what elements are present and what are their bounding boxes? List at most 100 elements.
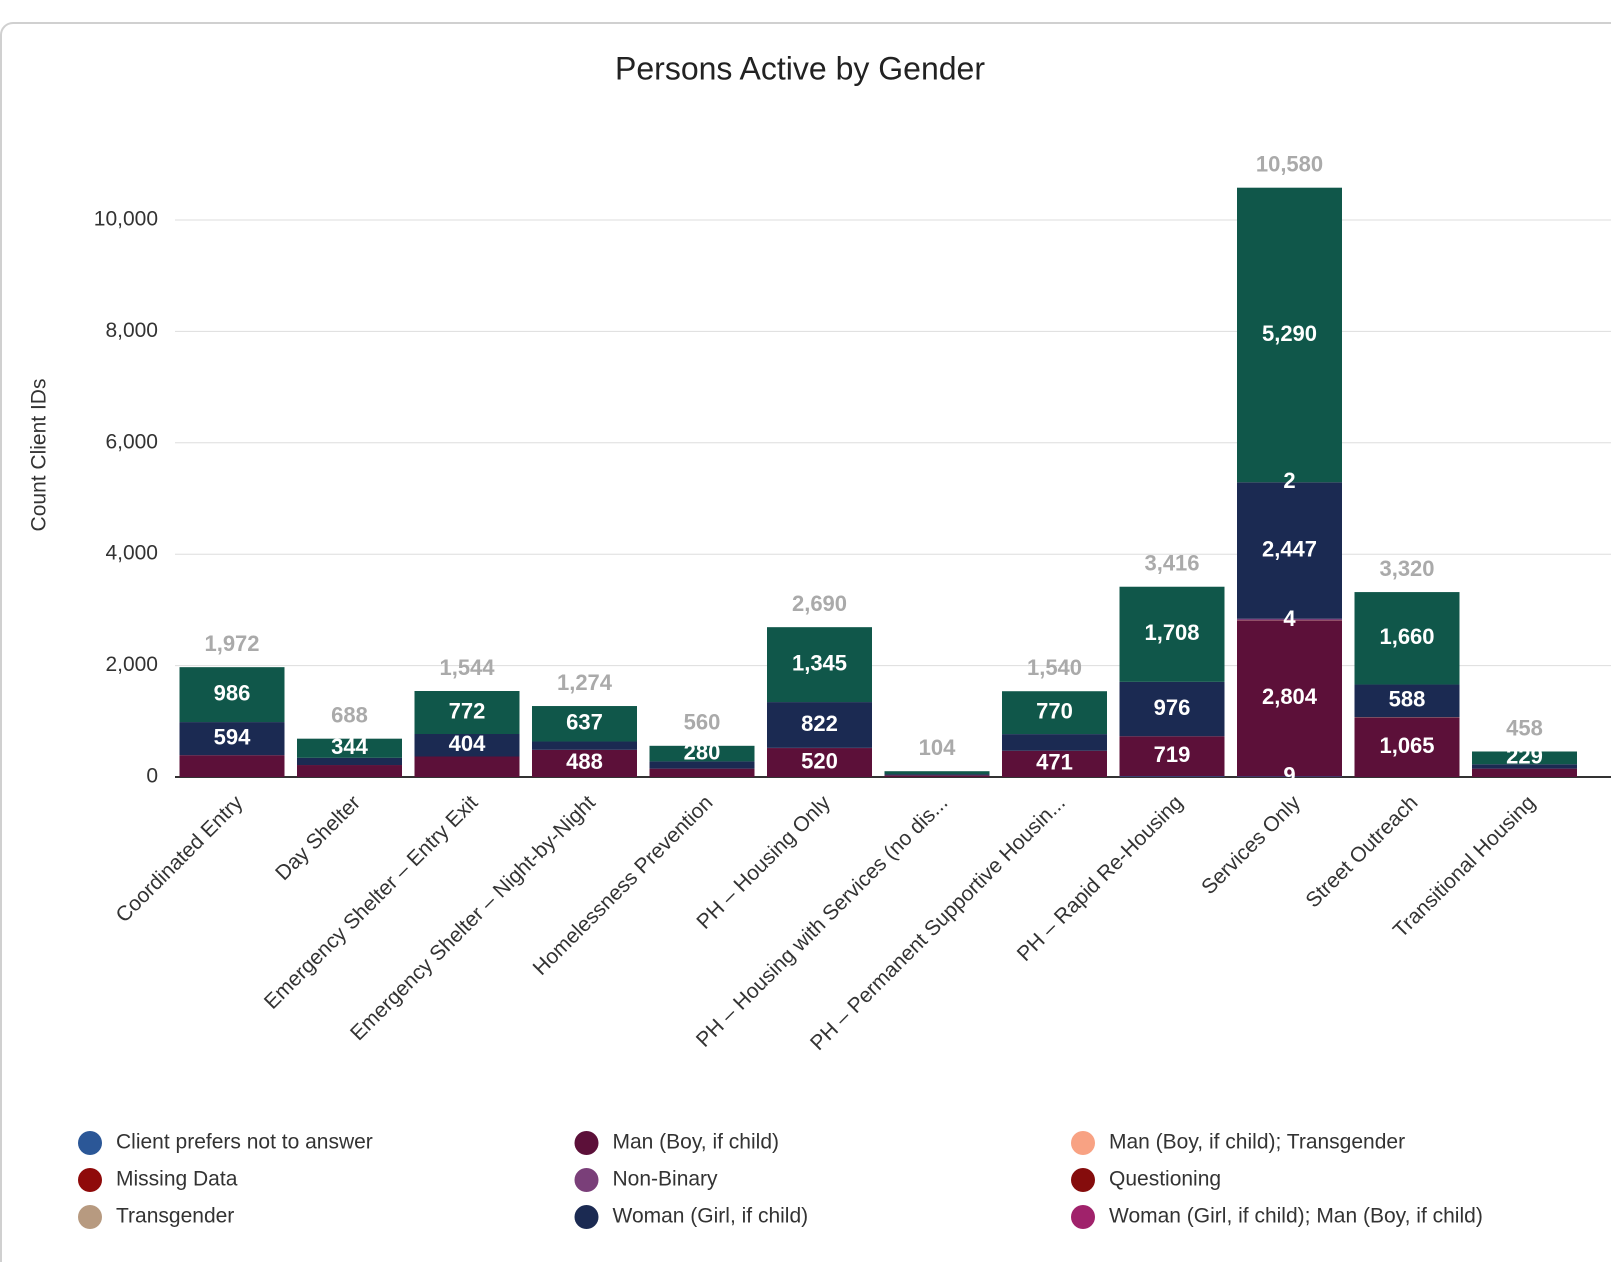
legend-label: Client prefers not to answer [116, 1131, 373, 1154]
value-label: 772 [449, 698, 486, 723]
total-label: 1,972 [204, 631, 259, 656]
value-label: 5,290 [1262, 321, 1317, 346]
bar-segment [1119, 681, 1225, 737]
bar-segment [884, 771, 990, 775]
y-tick-label: 2,000 [105, 653, 158, 676]
bar-segment [1237, 776, 1342, 777]
bar-segment [1237, 618, 1342, 621]
bar-segment [297, 765, 402, 777]
bar-segment [1354, 684, 1460, 718]
value-label: 229 [1506, 744, 1543, 769]
value-label: 719 [1154, 742, 1191, 767]
legend-label: Questioning [1109, 1168, 1221, 1191]
legend-label: Non-Binary [613, 1168, 719, 1191]
total-label: 560 [684, 710, 721, 735]
bar-segment [884, 774, 990, 776]
bar-segment [179, 667, 285, 723]
value-label: 488 [566, 749, 603, 774]
bar-segment [179, 722, 285, 756]
total-label: 1,274 [557, 670, 613, 695]
legend-label: Transgender [116, 1205, 234, 1228]
y-tick-label: 6,000 [105, 430, 158, 453]
bar-segment [1119, 736, 1225, 777]
legend-label: Woman (Girl, if child) [613, 1205, 809, 1228]
bar-segment [767, 748, 872, 777]
value-label: 1,708 [1144, 620, 1199, 645]
value-label: 4 [1283, 606, 1296, 631]
total-label: 3,320 [1379, 556, 1434, 581]
bar-segment [1237, 482, 1342, 619]
value-label: 822 [801, 711, 838, 736]
y-tick-label: 10,000 [94, 208, 158, 231]
value-label: 594 [214, 724, 251, 749]
bar-segment [1472, 768, 1577, 777]
bar-segment [1472, 751, 1577, 765]
value-label: 2 [1283, 468, 1295, 493]
legend-swatch [78, 1205, 102, 1229]
value-label: 637 [566, 710, 603, 735]
total-label: 10,580 [1256, 152, 1323, 177]
bar-segment [1002, 734, 1107, 751]
bar-segment [414, 756, 520, 777]
legend-swatch [574, 1168, 599, 1192]
bar-segment [532, 706, 637, 742]
bar-segment [767, 702, 872, 748]
bar-segment [1237, 620, 1342, 777]
bar-segment [414, 690, 520, 734]
bar-segment [649, 745, 755, 762]
value-label: 1,345 [792, 650, 847, 675]
value-label: 770 [1036, 698, 1073, 723]
value-label: 9 [1283, 763, 1295, 788]
value-label: 588 [1389, 687, 1426, 712]
value-label: 280 [684, 739, 721, 764]
bar-segment [1354, 592, 1460, 685]
bar-segment [1237, 187, 1342, 483]
legend-swatch [1071, 1131, 1095, 1155]
bar-segment [414, 733, 520, 757]
legend-swatch [78, 1168, 102, 1192]
total-label: 458 [1506, 715, 1543, 740]
value-label: 1,660 [1379, 624, 1434, 649]
value-label: 2,804 [1262, 684, 1318, 709]
bar-segment [532, 749, 637, 777]
legend-swatch [1071, 1205, 1095, 1229]
legend-swatch [574, 1205, 599, 1229]
legend-swatch [1071, 1168, 1095, 1192]
total-label: 2,690 [792, 591, 847, 616]
bar-segment [767, 627, 872, 703]
y-tick-label: 4,000 [105, 542, 158, 565]
bar-segment [884, 775, 990, 777]
total-label: 3,416 [1144, 551, 1199, 576]
y-tick-label: 0 [146, 765, 158, 788]
value-label: 404 [449, 731, 486, 756]
bar-segment [532, 741, 637, 750]
legend-label: Man (Boy, if child) [613, 1131, 780, 1154]
total-label: 688 [331, 702, 368, 727]
y-tick-label: 8,000 [105, 319, 158, 342]
chart-title: Persons Active by Gender [615, 50, 985, 86]
bar-segment [1354, 717, 1460, 777]
value-label: 976 [1154, 695, 1191, 720]
bar-segment [1119, 586, 1225, 682]
bar-segment [1472, 764, 1577, 769]
legend-label: Missing Data [116, 1168, 238, 1191]
total-label: 104 [919, 735, 956, 760]
bar-segment [1002, 750, 1107, 777]
value-label: 2,447 [1262, 536, 1317, 561]
bar-segment [1119, 776, 1225, 777]
legend-swatch [78, 1131, 102, 1155]
legend-label: Man (Boy, if child); Transgender [1109, 1131, 1405, 1154]
bar-segment [179, 755, 285, 777]
value-label: 520 [801, 748, 838, 773]
bar-segment [649, 768, 755, 777]
value-label: 1,065 [1379, 733, 1434, 758]
legend-swatch [574, 1131, 599, 1155]
bar-segment [297, 757, 402, 766]
y-axis-title: Count Client IDs [28, 379, 51, 532]
value-label: 344 [331, 734, 368, 759]
bar-segment [297, 738, 402, 758]
value-label: 986 [214, 680, 251, 705]
value-label: 471 [1036, 750, 1073, 775]
total-label: 1,544 [439, 655, 495, 680]
